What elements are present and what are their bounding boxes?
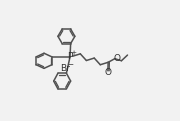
Text: +: +	[71, 50, 77, 57]
Text: −: −	[67, 62, 73, 68]
Text: Br: Br	[60, 64, 70, 73]
Text: P: P	[67, 52, 73, 61]
Text: O: O	[104, 68, 111, 77]
Text: O: O	[113, 54, 120, 63]
